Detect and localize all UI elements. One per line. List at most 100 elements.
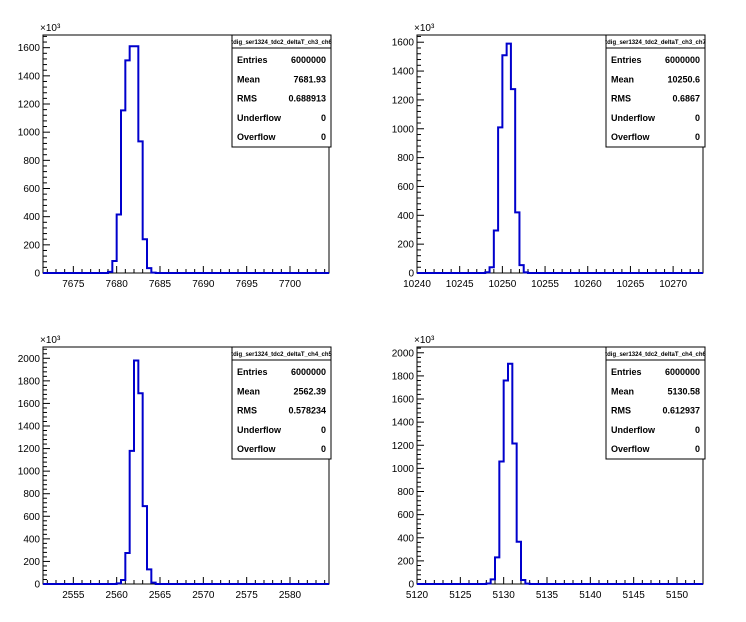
y-tick-label: 1600 xyxy=(392,395,415,406)
stats-value: 0 xyxy=(321,444,326,454)
stats-label: RMS xyxy=(237,94,257,104)
histogram-panel-4: 0 200 400 600 800 1000 1200 1400 1600 1800 2000 ×10… xyxy=(392,335,707,601)
stats-label: RMS xyxy=(611,406,631,416)
stats-box-frame xyxy=(605,346,706,460)
stats-label: RMS xyxy=(611,94,631,104)
stats-label: Entries xyxy=(611,55,642,65)
y-tick-label: 0 xyxy=(34,269,40,280)
x-tick-label: 7700 xyxy=(279,279,302,290)
y-tick-label: 0 xyxy=(408,269,414,280)
stats-box: tdig_ser1324_tdc2_deltaT_ch3_ch7 Entries 6… xyxy=(605,34,707,148)
histogram-bin xyxy=(130,46,134,273)
stats-box: tdig_ser1324_tdc2_deltaT_ch4_ch6 Entries 6… xyxy=(605,346,707,460)
y-tick-label: 1000 xyxy=(392,464,415,475)
x-tick-label: 10255 xyxy=(531,279,559,290)
stats-label: Entries xyxy=(237,367,268,377)
histogram-panel-3: 0 200 400 600 800 1000 1200 1400 1600 1800 2000 ×10… xyxy=(18,335,333,601)
stats-label: Overflow xyxy=(611,132,651,142)
y-tick-label: 400 xyxy=(23,212,40,223)
x-tick-label: 10265 xyxy=(617,279,645,290)
stats-box-frame xyxy=(231,346,332,460)
y-tick-label: 1000 xyxy=(18,467,41,478)
stats-box: tdig_ser1324_tdc2_deltaT_ch4_ch5 Entries 6… xyxy=(231,346,333,460)
stats-value: 0.612937 xyxy=(662,406,700,416)
stats-label: Entries xyxy=(611,367,642,377)
y-tick-label: 600 xyxy=(397,182,414,193)
stats-title: tdig_ser1324_tdc2_deltaT_ch4_ch6 xyxy=(605,352,706,358)
y-tick-label: 800 xyxy=(23,156,40,167)
x-tick-label: 10260 xyxy=(574,279,602,290)
histogram-series-line xyxy=(43,45,329,274)
x-tick-label: 5120 xyxy=(406,590,429,601)
x-tick-label: 5125 xyxy=(449,590,472,601)
stats-label: Mean xyxy=(237,386,260,396)
x-tick-label: 7675 xyxy=(62,279,85,290)
y-exponent-label: ×10³ xyxy=(414,335,435,346)
y-tick-label: 1000 xyxy=(392,124,415,135)
y-tick-label: 1200 xyxy=(392,95,415,106)
x-tick-label: 7685 xyxy=(149,279,172,290)
x-tick-label: 5150 xyxy=(666,590,689,601)
y-tick-label: 400 xyxy=(397,533,414,544)
stats-value: 0.688913 xyxy=(288,94,326,104)
stats-value: 0.578234 xyxy=(288,406,326,416)
y-tick-label: 600 xyxy=(397,510,414,521)
x-tick-label: 10245 xyxy=(446,279,474,290)
histogram-series-line xyxy=(417,42,703,274)
y-exponent-label: ×10³ xyxy=(414,23,435,34)
x-tick-label: 5140 xyxy=(579,590,602,601)
x-tick-label: 2560 xyxy=(106,590,129,601)
stats-label: Underflow xyxy=(237,425,282,435)
stats-label: Overflow xyxy=(237,132,277,142)
y-tick-label: 1200 xyxy=(18,100,41,111)
y-tick-label: 0 xyxy=(34,580,40,591)
stats-value: 2562.39 xyxy=(293,386,326,396)
y-tick-label: 1600 xyxy=(392,38,415,49)
x-tick-label: 10270 xyxy=(659,279,687,290)
stats-value: 0 xyxy=(695,444,700,454)
y-tick-label: 400 xyxy=(397,211,414,222)
y-tick-label: 1400 xyxy=(392,67,415,78)
x-tick-label: 2570 xyxy=(192,590,215,601)
y-tick-label: 1800 xyxy=(18,376,41,387)
stats-label: Mean xyxy=(611,74,634,84)
y-tick-label: 800 xyxy=(397,487,414,498)
y-tick-label: 1400 xyxy=(392,418,415,429)
stats-label: Overflow xyxy=(611,444,651,454)
stats-value: 10250.6 xyxy=(667,74,700,84)
stats-value: 0 xyxy=(695,132,700,142)
x-tick-label: 7695 xyxy=(236,279,259,290)
y-tick-label: 2000 xyxy=(18,354,41,365)
histogram-panel-1: 0 200 400 600 800 1000 1200 1400 1600 ×10³ 7675 768… xyxy=(18,23,333,290)
y-tick-label: 1000 xyxy=(18,128,41,139)
histogram-series-line xyxy=(43,359,329,585)
x-tick-label: 5145 xyxy=(623,590,646,601)
stats-label: Entries xyxy=(237,55,268,65)
stats-label: Mean xyxy=(611,386,634,396)
x-tick-label: 10240 xyxy=(403,279,431,290)
y-tick-label: 200 xyxy=(397,240,414,251)
y-tick-label: 1200 xyxy=(18,444,41,455)
histogram-series-line xyxy=(417,362,703,585)
stats-title: tdig_ser1324_tdc2_deltaT_ch3_ch6 xyxy=(231,40,332,46)
histogram-panel-2: 0 200 400 600 800 1000 1200 1400 1600 ×10³ 10240 10… xyxy=(392,23,707,290)
x-tick-label: 5135 xyxy=(536,590,559,601)
y-tick-label: 600 xyxy=(23,512,40,523)
y-tick-label: 200 xyxy=(23,240,40,251)
x-tick-label: 5130 xyxy=(493,590,516,601)
stats-label: Underflow xyxy=(611,113,656,123)
y-tick-label: 1400 xyxy=(18,71,41,82)
stats-value: 0 xyxy=(321,132,326,142)
y-tick-label: 200 xyxy=(397,556,414,567)
stats-value: 7681.93 xyxy=(293,74,326,84)
x-tick-label: 2565 xyxy=(149,590,172,601)
y-tick-label: 200 xyxy=(23,557,40,568)
stats-value: 0.6867 xyxy=(672,94,700,104)
x-tick-label: 2580 xyxy=(279,590,302,601)
y-tick-label: 800 xyxy=(23,489,40,500)
y-tick-label: 600 xyxy=(23,184,40,195)
x-tick-label: 2575 xyxy=(236,590,259,601)
stats-value: 6000000 xyxy=(665,367,700,377)
stats-value: 0 xyxy=(695,425,700,435)
